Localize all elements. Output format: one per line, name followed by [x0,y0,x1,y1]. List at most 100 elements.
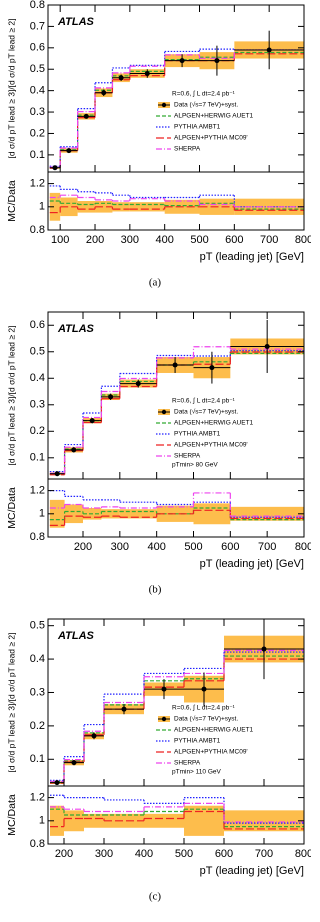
legend-swatch [161,409,167,415]
x-tick-label: 600 [215,848,233,860]
data-point [121,706,127,712]
ratio-plot [50,794,304,836]
x-tick-label: 400 [156,234,174,246]
ratio-frame [47,478,305,538]
panel: 0.1 0.2 0.3 0.4 0.5 0.6 0.8 1 1.2 200 300 400 500 600… [6,311,311,596]
panel: 0.1 0.2 0.3 0.4 0.5 0.8 1 1.2 200 300 400 500 600 700… [6,618,311,903]
ratio-y-axis-label: MC/Data [6,180,18,222]
ratio-y-tick-label: 1 [39,201,45,213]
data-point [214,58,220,64]
ratio-syst-band [104,813,144,828]
y-tick-label: 0.8 [30,0,45,11]
x-tick-label: 700 [258,541,276,553]
ratio-y-axis-label: MC/Data [6,794,18,836]
annotation: pTmin> 110 GeV [172,769,222,776]
experiment-label: ATLAS [57,630,95,642]
ratio-syst-band [224,810,304,832]
ratio-syst-band [60,197,78,217]
x-tick-label: 300 [111,541,129,553]
legend-swatch [161,102,167,108]
data-point [71,447,77,453]
x-tick-label: 500 [190,234,208,246]
data-point [101,90,107,96]
ratio-syst-band [144,813,184,828]
ratio-syst-band [193,503,231,525]
ratio-syst-band [49,499,65,528]
x-tick-label: 600 [221,541,239,553]
data-point [83,113,89,119]
y-tick-label: 0.1 [30,753,45,765]
y-tick-label: 0.5 [30,346,45,358]
x-tick-label: 400 [147,541,165,553]
ratio-syst-band [50,805,64,836]
ratio-frame [47,171,305,231]
panel: 0.1 0.2 0.3 0.4 0.5 0.6 0.7 0.8 0.8 1 1.2 100 200 300… [6,0,311,289]
legend-label: Data (√s=7 TeV)+syst. [174,715,238,723]
ratio-plot [49,490,304,528]
y-tick-label: 0.7 [30,20,45,32]
main-plot [50,619,304,786]
y-tick-label: 0.2 [30,425,45,437]
caption: (a) [149,277,162,289]
ratio-y-tick-label: 1 [39,815,45,827]
ratio-y-tick-label: 1.2 [30,792,45,804]
y-tick-label: 0.2 [30,127,45,139]
x-tick-label: 700 [260,234,278,246]
y-axis-label: [d σ/d pT lead ≥ 3]/[d σ/d pT lead ≥ 2] [6,18,16,158]
data-point [66,148,72,154]
x-tick-label: 200 [74,541,92,553]
main-plot [49,319,304,477]
figure: 0.1 0.2 0.3 0.4 0.5 0.6 0.7 0.8 0.8 1 1.2 100 200 300… [6,0,311,903]
y-tick-label: 0.1 [30,149,45,161]
x-tick-label: 300 [121,234,139,246]
data-point [172,362,178,368]
legend-swatch [161,716,167,722]
annotation: pTmin> 80 GeV [172,462,218,469]
legend-label: SHERPA [174,453,201,460]
y-tick-label: 0.6 [30,319,45,331]
x-axis-label: pT (leading jet) [GeV] [200,251,304,263]
ratio-syst-band [64,504,83,524]
ratio-plot [49,185,304,221]
data-point [264,343,270,349]
ratio-syst-band [184,805,224,836]
ratio-y-tick-label: 1 [39,508,45,520]
y-tick-label: 0.4 [30,372,45,384]
data-point [201,686,207,692]
y-tick-label: 0.3 [30,106,45,118]
legend-label: ALPGEN+PYTHIA MC09' [174,135,248,142]
data-point [144,71,150,77]
y-tick-label: 0.4 [30,85,45,97]
x-tick-label: 400 [135,848,153,860]
annotation: R=0.6, ∫ L dt=2.4 pb⁻¹ [172,398,236,405]
x-tick-label: 300 [95,848,113,860]
ratio-syst-band [112,202,130,212]
x-tick-label: 600 [225,234,243,246]
ratio-syst-band [129,202,165,212]
data-point [179,58,185,64]
legend-label: ALPGEN+HERWIG AUET1 [174,727,254,734]
ratio-syst-band [119,509,157,519]
legend-label: PYTHIA AMBT1 [174,738,221,745]
y-tick-label: 0.5 [30,620,45,632]
y-axis-label: [d σ/d pT lead ≥ 3]/[d σ/d pT lead ≥ 2] [6,632,16,772]
y-tick-label: 0.3 [30,399,45,411]
x-tick-label: 700 [255,848,273,860]
ratio-syst-band [84,813,104,828]
experiment-label: ATLAS [57,323,95,335]
data-point [266,47,272,53]
data-point [71,760,77,766]
ratio-y-tick-label: 0.8 [30,224,45,236]
data-point [91,733,97,739]
legend-label: Data (√s=7 TeV)+syst. [174,408,238,416]
ratio-y-axis-label: MC/Data [6,487,18,529]
data-point [261,646,267,652]
legend-label: ALPGEN+HERWIG AUET1 [174,420,254,427]
x-tick-label: 200 [55,848,73,860]
data-point [135,381,141,387]
ratio-y-tick-label: 0.8 [30,531,45,543]
ratio-y-tick-label: 1.2 [30,485,45,497]
data-point [209,365,215,371]
ratio-syst-band [49,192,61,221]
y-tick-label: 0.1 [30,452,45,464]
